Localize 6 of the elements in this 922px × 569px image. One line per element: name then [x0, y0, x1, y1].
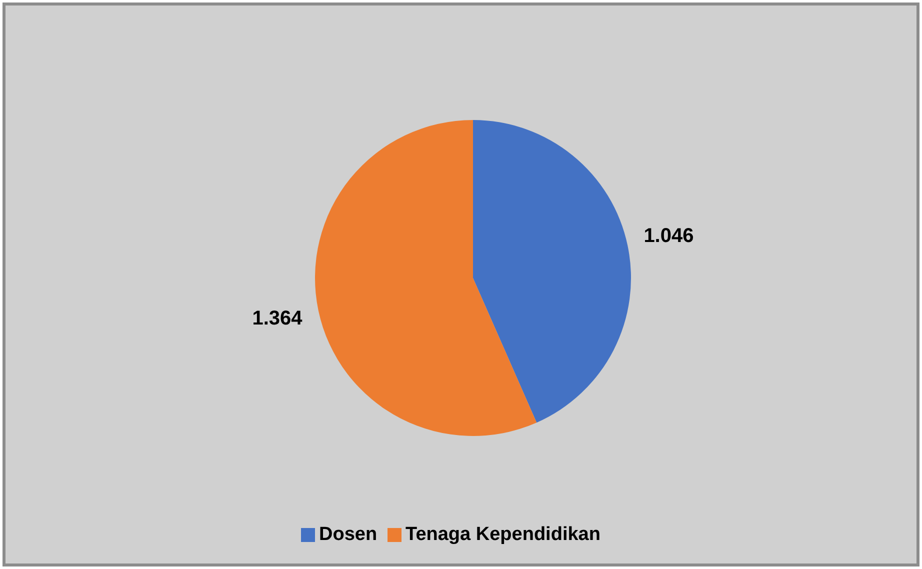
pie-slice: [315, 120, 537, 436]
legend-label: Tenaga Kependidikan: [406, 524, 600, 546]
legend-label: Dosen: [319, 524, 378, 546]
data-label: 1.364: [252, 307, 304, 330]
data-label: 1.046: [644, 225, 694, 248]
pie-slice: [473, 120, 631, 423]
